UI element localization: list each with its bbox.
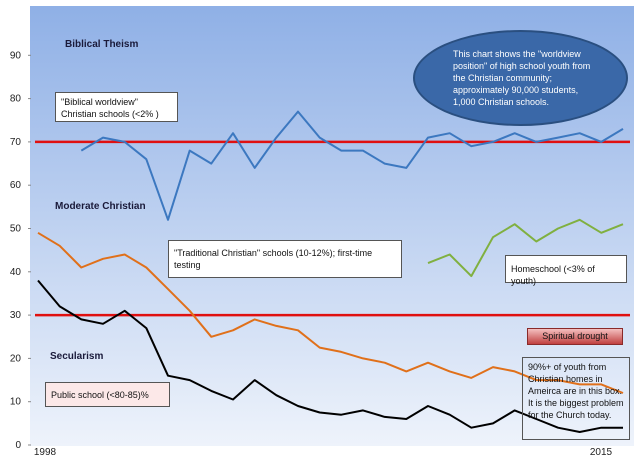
callout-ellipse: This chart shows the "worldview position… — [413, 30, 628, 126]
y-tick-label: 20 — [10, 353, 22, 364]
y-tick-label: 0 — [15, 440, 21, 451]
y-tick-label: 90 — [10, 50, 22, 61]
annotation: This chart shows the "worldview position… — [453, 49, 591, 107]
zone-label: Secularism — [50, 351, 104, 362]
y-tick-label: 10 — [10, 397, 22, 408]
y-tick-label: 50 — [10, 224, 22, 235]
y-tick-label: 80 — [10, 94, 22, 105]
zone-label: Moderate Christian — [55, 201, 146, 212]
y-tick-label: 30 — [10, 310, 22, 321]
series-line — [427, 218, 624, 278]
y-tick-label: 70 — [10, 137, 22, 148]
series-line — [37, 279, 623, 433]
annotation: Public school (<80-85)% — [45, 382, 170, 407]
zone-label: Biblical Theism — [65, 39, 139, 50]
x-tick-label: 2015 — [590, 447, 613, 458]
annotation: "Biblical worldview" Christian schools (… — [55, 92, 178, 122]
y-tick-label: 40 — [10, 267, 22, 278]
series-line — [37, 231, 624, 394]
x-tick-label: 1998 — [34, 447, 57, 458]
series-line — [80, 110, 624, 221]
annotation: Homeschool (<3% of youth) — [505, 255, 627, 286]
annotation: "Traditional Christian" schools (10-12%)… — [168, 240, 402, 278]
y-tick-label: 60 — [10, 180, 22, 191]
annotation: 90%+ of youth from Christian homes in Am… — [522, 357, 630, 440]
annotation: Spiritual drought — [527, 328, 623, 345]
